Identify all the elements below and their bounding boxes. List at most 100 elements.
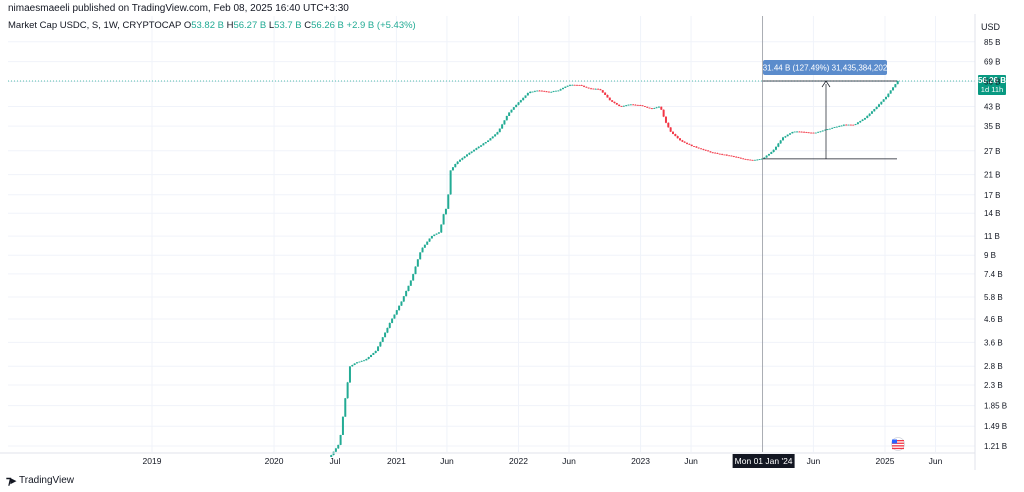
candle-body <box>849 124 852 126</box>
footer-brand[interactable]: ⁊▸ TradingView <box>6 474 74 487</box>
candle-body <box>639 105 642 106</box>
candle-body <box>632 104 635 106</box>
candle-body <box>517 102 520 105</box>
candle-body <box>821 130 824 132</box>
candles <box>330 80 899 458</box>
candle-body <box>344 398 347 417</box>
candle-body <box>334 448 337 452</box>
y-tick-label: 2.8 B <box>984 362 1003 371</box>
candle-body <box>779 140 782 144</box>
candle-body <box>447 194 450 209</box>
candle-body <box>606 94 609 98</box>
candle-body <box>732 156 735 157</box>
price-tag-value: 56.26 B <box>978 76 1006 85</box>
candle-body <box>477 146 480 149</box>
candle-body <box>674 133 677 137</box>
candle-body <box>601 90 604 93</box>
candle-body <box>550 91 553 93</box>
candle-body <box>718 153 721 155</box>
candle-body <box>877 104 880 107</box>
candle-body <box>688 143 691 145</box>
x-tick-label: Jun <box>684 456 698 466</box>
candle-body <box>484 142 487 144</box>
us-flag-icon[interactable] <box>891 437 905 451</box>
candle-body <box>728 155 731 157</box>
candle-body <box>756 159 759 161</box>
candle-body <box>419 252 422 260</box>
candle-body <box>473 149 476 152</box>
measure-arrowhead <box>821 80 831 88</box>
symbol-name: Market Cap USDC, S, 1W, CRYPTOCAP <box>8 20 182 31</box>
candle-body <box>351 364 354 367</box>
candle-body <box>355 362 358 364</box>
candle-body <box>489 138 492 141</box>
candle-body <box>552 91 555 92</box>
candle-body <box>566 85 569 87</box>
candle-body <box>730 155 733 157</box>
currency-label[interactable]: USD <box>980 22 1000 32</box>
candle-body <box>810 132 813 134</box>
candle-body <box>681 140 684 142</box>
candle-body <box>449 170 452 195</box>
candle-body <box>519 100 522 103</box>
x-tick-label: Jun <box>562 456 576 466</box>
y-tick-label: 69 B <box>984 58 1000 67</box>
flag-stripe <box>892 442 904 444</box>
candle-body <box>796 131 799 133</box>
candle-body <box>880 101 883 105</box>
candle-body <box>430 235 433 239</box>
candle-body <box>721 153 724 155</box>
candle-body <box>725 154 728 156</box>
candle-body <box>875 106 878 110</box>
candle-body <box>466 154 469 157</box>
y-tick-label: 5.8 B <box>984 293 1003 302</box>
candle-body <box>707 150 710 152</box>
flag-stripe <box>892 440 904 442</box>
axes: 1.21 B 1.49 B 1.85 B 2.3 B 2.8 B 3.6 B 4.6 B 5.… <box>0 14 1007 470</box>
candle-body <box>770 152 773 154</box>
candle-body <box>723 154 726 156</box>
candle-body <box>650 108 653 110</box>
candle-body <box>545 91 548 93</box>
candle-body <box>758 159 761 161</box>
grid <box>8 16 975 452</box>
candle-body <box>409 280 412 286</box>
candle-body <box>831 127 834 129</box>
candle-body <box>667 122 670 128</box>
candle-body <box>744 159 747 160</box>
candle-body <box>433 234 436 236</box>
candle-body <box>870 111 873 114</box>
candle-body <box>580 84 583 86</box>
candle-body <box>353 363 356 365</box>
candle-body <box>597 88 600 90</box>
candle-body <box>690 144 693 147</box>
candle-body <box>817 131 820 133</box>
candle-body <box>847 124 850 126</box>
candle-body <box>444 208 447 215</box>
candle-body <box>533 90 536 92</box>
candle-body <box>625 105 628 107</box>
candle-body <box>568 84 571 86</box>
x-tick-label: 2019 <box>143 456 162 466</box>
crosshair-date-box <box>732 454 795 468</box>
candle-body <box>620 106 623 107</box>
candle-body <box>402 296 405 302</box>
candle-body <box>892 87 895 91</box>
candle-body <box>405 290 408 297</box>
candle-body <box>777 143 780 147</box>
candle-body <box>882 99 885 102</box>
y-tick-label: 85 B <box>984 38 1000 47</box>
candle-body <box>660 106 663 110</box>
candle-body <box>480 145 483 147</box>
candle-body <box>421 247 424 253</box>
candle-body <box>468 152 471 155</box>
candle-body <box>508 112 511 116</box>
candle-body <box>592 88 595 90</box>
candle-body <box>440 224 443 233</box>
candle-body <box>873 109 876 112</box>
candle-body <box>782 137 785 141</box>
candle-body <box>583 85 586 87</box>
overlays: 31.44 B (127.49%) 31,435,384,202 Mon 01 J… <box>8 16 1006 468</box>
candle-body <box>833 127 836 128</box>
